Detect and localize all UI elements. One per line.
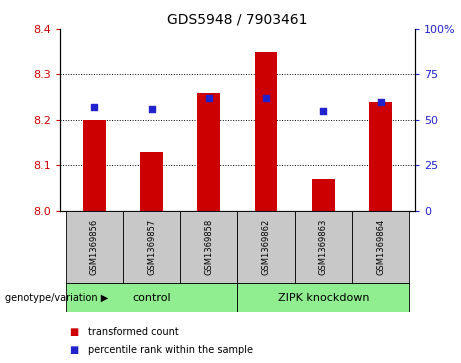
Text: GSM1369856: GSM1369856 [90,219,99,275]
FancyBboxPatch shape [237,211,295,283]
FancyBboxPatch shape [180,211,237,283]
FancyBboxPatch shape [123,211,180,283]
Text: ZIPK knockdown: ZIPK knockdown [278,293,369,303]
FancyBboxPatch shape [352,211,409,283]
Bar [369,102,392,211]
Point [262,95,270,101]
Text: genotype/variation ▶: genotype/variation ▶ [5,293,108,303]
Point [319,108,327,114]
Bar [83,120,106,211]
Point [377,99,384,105]
Text: transformed count: transformed count [88,327,178,337]
FancyBboxPatch shape [237,283,409,312]
Title: GDS5948 / 7903461: GDS5948 / 7903461 [167,12,307,26]
Text: ■: ■ [69,345,78,355]
Point [148,106,155,112]
Point [205,95,213,101]
FancyBboxPatch shape [295,211,352,283]
Point [91,104,98,110]
Text: GSM1369857: GSM1369857 [147,219,156,275]
Text: GSM1369862: GSM1369862 [261,219,271,275]
Text: GSM1369864: GSM1369864 [376,219,385,275]
Text: GSM1369863: GSM1369863 [319,219,328,275]
FancyBboxPatch shape [65,283,237,312]
Bar [254,52,278,211]
Bar [197,93,220,211]
Text: control: control [132,293,171,303]
Bar [140,151,163,211]
Text: GSM1369858: GSM1369858 [204,219,213,275]
Text: percentile rank within the sample: percentile rank within the sample [88,345,253,355]
Bar [312,179,335,211]
Text: ■: ■ [69,327,78,337]
FancyBboxPatch shape [65,211,123,283]
